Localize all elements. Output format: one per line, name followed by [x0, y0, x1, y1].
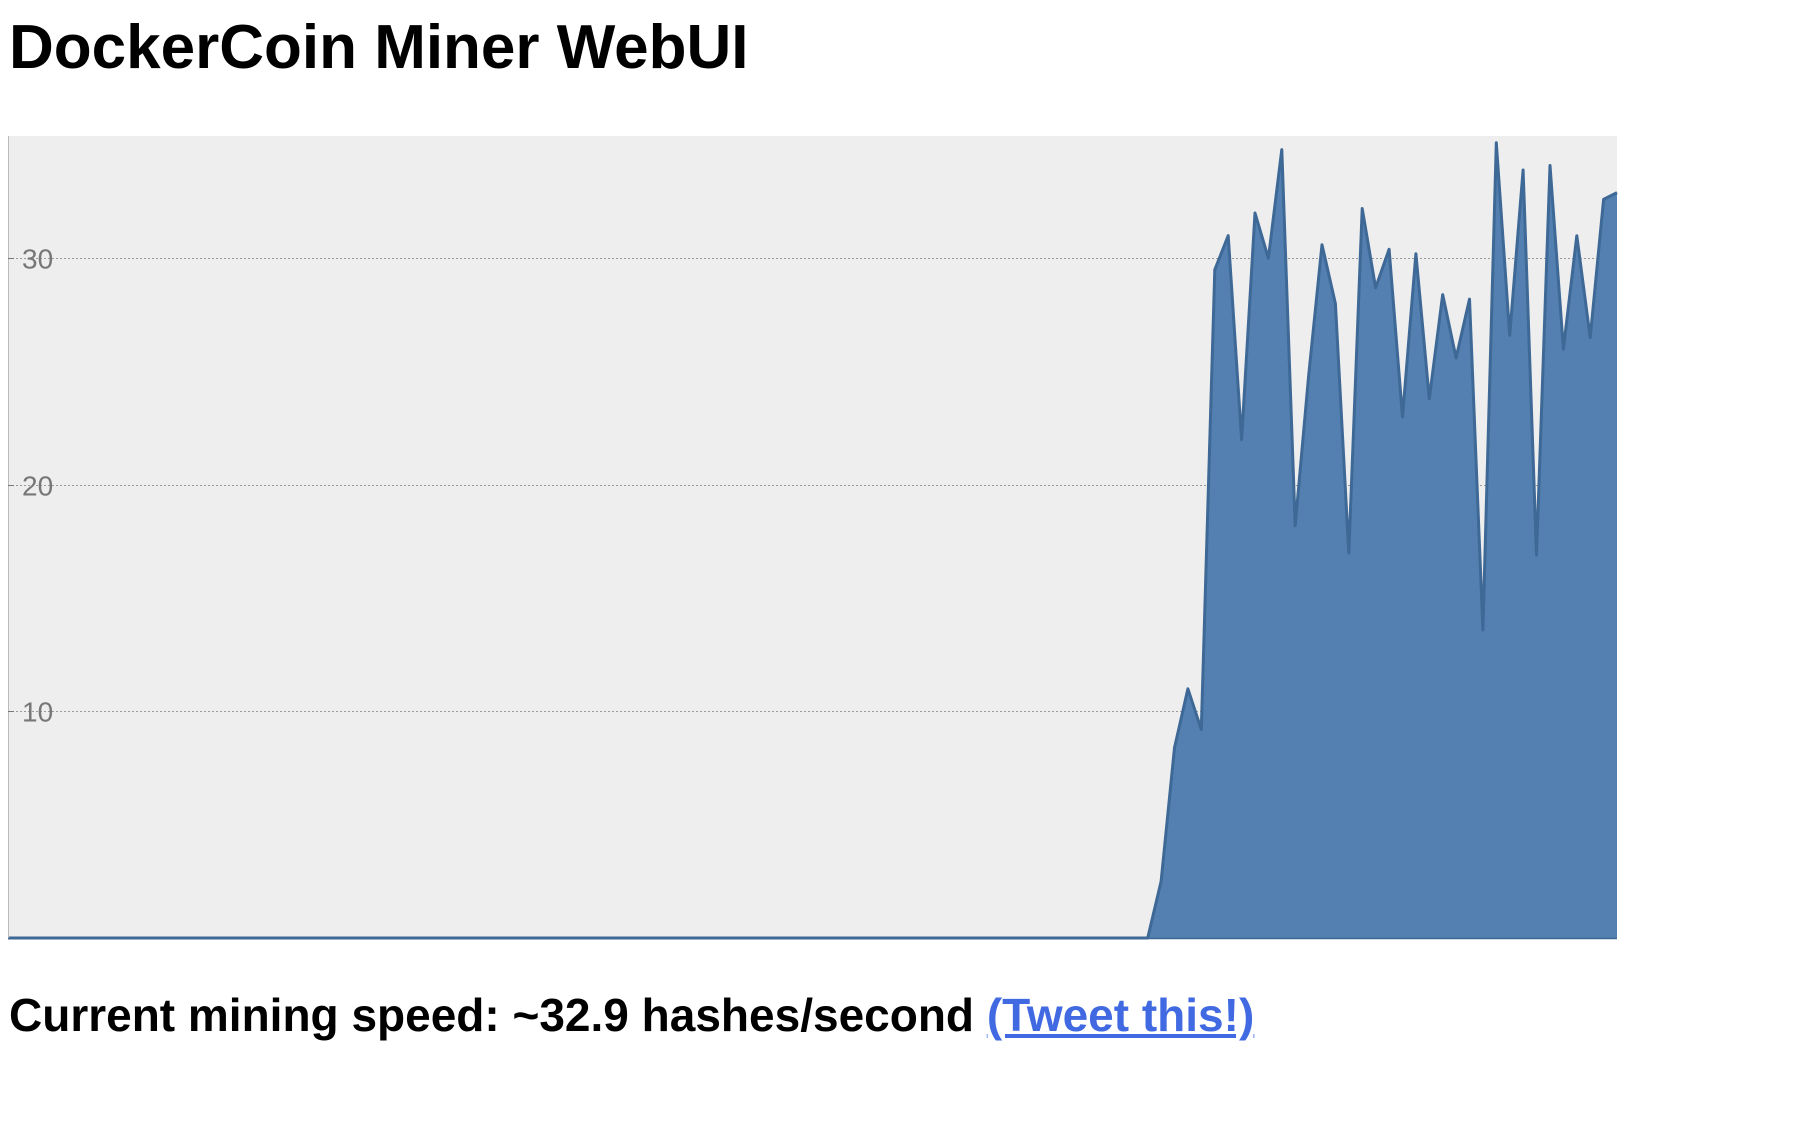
speed-prefix: Current mining speed:	[9, 989, 513, 1041]
page-title: DockerCoin Miner WebUI	[9, 13, 749, 82]
mining-speed-status: Current mining speed: ~32.9 hashes/secon…	[9, 985, 1254, 1045]
hash-rate-chart: 10 20 30	[8, 136, 1618, 940]
tweet-this-link[interactable]: (Tweet this!)	[986, 989, 1255, 1041]
hash-rate-area	[8, 142, 1617, 939]
speed-value: ~32.9	[512, 989, 629, 1041]
y-axis-ticks: 10 20 30	[8, 244, 53, 728]
hash-rate-series-line	[8, 141, 1618, 940]
speed-unit: hashes/second	[628, 989, 987, 1041]
y-tick-label-10: 10	[22, 697, 53, 728]
y-tick-label-30: 30	[22, 244, 53, 275]
y-tick-label-20: 20	[22, 471, 53, 502]
